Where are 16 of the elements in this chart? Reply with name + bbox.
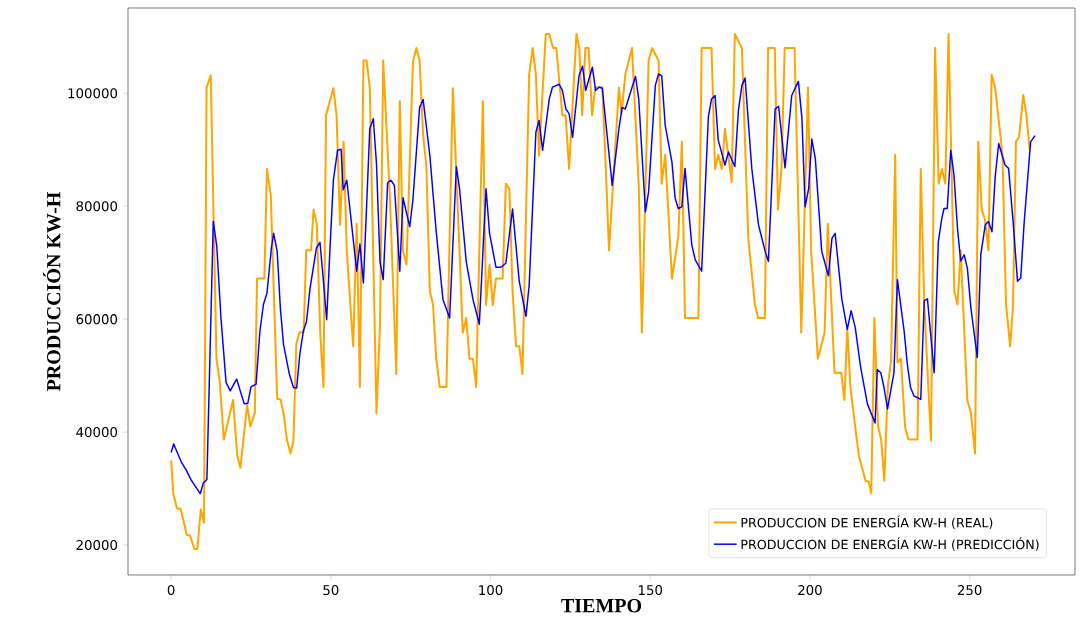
x-tick-label: 200 (798, 585, 822, 596)
y-tick-label: 60000 (76, 314, 118, 325)
y-axis-title: PRODUCCIÓN KW-H (43, 191, 61, 392)
legend-label: PRODUCCION DE ENERGÍA KW-H (PREDICCIÓN) (741, 537, 1039, 551)
legend-label: PRODUCCION DE ENERGÍA KW-H (REAL) (741, 515, 993, 529)
y-tick-label: 100000 (68, 88, 118, 99)
x-tick-label: 150 (638, 585, 663, 596)
y-tick-label: 80000 (76, 201, 118, 212)
x-tick-label: 0 (167, 585, 175, 596)
line-series (170, 65, 1036, 495)
x-tick-label: 250 (957, 585, 982, 596)
y-tick-label: 40000 (76, 427, 118, 438)
x-tick-label: 100 (479, 585, 503, 596)
y-tick-label: 20000 (76, 540, 118, 551)
x-tick-label: 50 (323, 585, 339, 596)
x-axis-title: TIEMPO (561, 598, 642, 613)
